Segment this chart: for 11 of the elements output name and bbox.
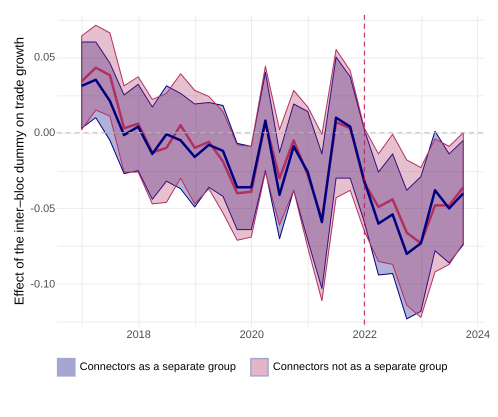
x-tick-label: 2018	[126, 328, 151, 341]
y-tick-label: 0.00	[34, 127, 56, 140]
x-tick-label: 2024	[466, 328, 490, 341]
y-tick-label: -0.05	[30, 202, 56, 215]
y-tick-label: 0.05	[34, 52, 56, 64]
legend-label: Connectors not as a separate group	[272, 361, 448, 374]
y-axis-title: Effect of the inter–bloc dummy on trade growth	[11, 37, 26, 306]
legend-label: Connectors as a separate group	[80, 361, 236, 374]
x-tick-label: 2020	[240, 328, 264, 341]
x-tick-label: 2022	[352, 328, 377, 341]
y-tick-label: -0.10	[30, 278, 56, 291]
